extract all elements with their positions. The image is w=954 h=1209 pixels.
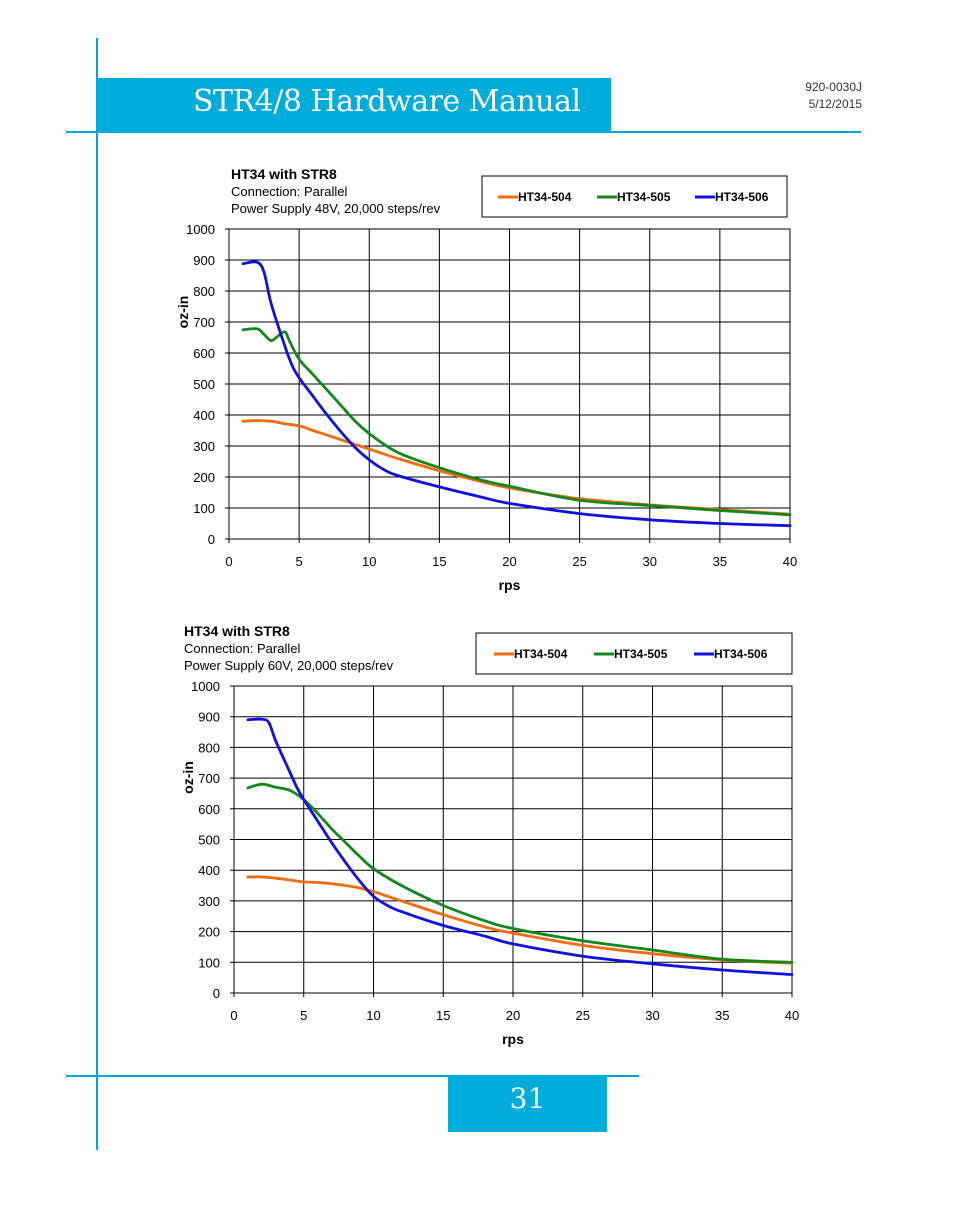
series-line-ht34-505 xyxy=(246,782,794,964)
x-tick-label: 20 xyxy=(502,554,516,569)
y-axis-label: oz-in xyxy=(175,296,191,329)
y-tick-label: 500 xyxy=(198,833,220,848)
x-tick-label: 10 xyxy=(362,554,376,569)
legend-box xyxy=(481,175,788,218)
x-tick-label: 5 xyxy=(300,1008,307,1023)
footer-rule xyxy=(66,1075,639,1077)
x-tick-label: 35 xyxy=(713,554,727,569)
y-tick-label: 500 xyxy=(193,377,215,392)
legend-box xyxy=(475,632,793,675)
x-tick-label: 40 xyxy=(785,1008,799,1023)
legend-entry: HT34-506 xyxy=(715,190,769,204)
chart-title: HT34 with STR8 xyxy=(231,166,337,182)
series-line-ht34-506 xyxy=(246,717,794,976)
y-axis-label: oz-in xyxy=(180,761,196,794)
x-tick-label: 40 xyxy=(783,554,797,569)
y-tick-label: 200 xyxy=(193,470,215,485)
y-tick-label: 0 xyxy=(213,986,220,1001)
y-tick-label: 300 xyxy=(193,439,215,454)
y-tick-label: 1000 xyxy=(191,679,220,694)
x-tick-label: 20 xyxy=(506,1008,520,1023)
y-tick-label: 600 xyxy=(198,802,220,817)
x-tick-label: 35 xyxy=(715,1008,729,1023)
y-tick-label: 800 xyxy=(193,284,215,299)
y-tick-label: 400 xyxy=(198,863,220,878)
y-tick-label: 100 xyxy=(198,955,220,970)
y-tick-label: 900 xyxy=(198,710,220,725)
page-number-box: 31 xyxy=(448,1076,607,1132)
legend-entry: HT34-504 xyxy=(514,647,568,661)
chart-title: HT34 with STR8 xyxy=(184,623,290,639)
x-tick-label: 15 xyxy=(432,554,446,569)
x-tick-label: 5 xyxy=(296,554,303,569)
document-meta: 920-0030J 5/12/2015 xyxy=(805,79,862,113)
x-tick-label: 25 xyxy=(576,1008,590,1023)
series-line-ht34-504 xyxy=(241,419,792,516)
y-tick-label: 900 xyxy=(193,253,215,268)
x-axis-label: rps xyxy=(499,577,521,593)
chart-subtitle: Connection: Parallel xyxy=(184,641,300,656)
series-line-ht34-506 xyxy=(241,260,792,528)
x-tick-label: 10 xyxy=(366,1008,380,1023)
x-tick-label: 0 xyxy=(230,1008,237,1023)
legend-entry: HT34-505 xyxy=(614,647,668,661)
title-bar: STR4/8 Hardware Manual xyxy=(97,78,611,132)
series-line-ht34-505 xyxy=(241,327,792,517)
chart-subtitle: Power Supply 60V, 20,000 steps/rev xyxy=(184,658,394,673)
x-axis-label: rps xyxy=(502,1031,524,1047)
y-tick-label: 800 xyxy=(198,740,220,755)
document-title: STR4/8 Hardware Manual xyxy=(193,84,581,119)
y-tick-label: 700 xyxy=(198,771,220,786)
x-tick-label: 25 xyxy=(572,554,586,569)
x-tick-label: 15 xyxy=(436,1008,450,1023)
y-tick-label: 1000 xyxy=(186,222,215,237)
y-tick-label: 100 xyxy=(193,501,215,516)
header-rule xyxy=(66,131,861,133)
document-date: 5/12/2015 xyxy=(808,97,862,111)
y-tick-label: 200 xyxy=(198,925,220,940)
y-tick-label: 700 xyxy=(193,315,215,330)
y-tick-label: 0 xyxy=(208,532,215,547)
chart-subtitle: Power Supply 48V, 20,000 steps/rev xyxy=(231,201,441,216)
page-number: 31 xyxy=(509,1082,546,1115)
x-tick-label: 0 xyxy=(225,554,232,569)
y-tick-label: 300 xyxy=(198,894,220,909)
legend-entry: HT34-505 xyxy=(617,190,671,204)
document-number: 920-0030J xyxy=(805,80,862,94)
chart-subtitle: Connection: Parallel xyxy=(231,184,347,199)
x-tick-label: 30 xyxy=(643,554,657,569)
y-tick-label: 400 xyxy=(193,408,215,423)
legend-entry: HT34-506 xyxy=(714,647,768,661)
y-tick-label: 600 xyxy=(193,346,215,361)
x-tick-label: 30 xyxy=(645,1008,659,1023)
left-margin-line xyxy=(96,38,98,1150)
legend-entry: HT34-504 xyxy=(518,190,572,204)
